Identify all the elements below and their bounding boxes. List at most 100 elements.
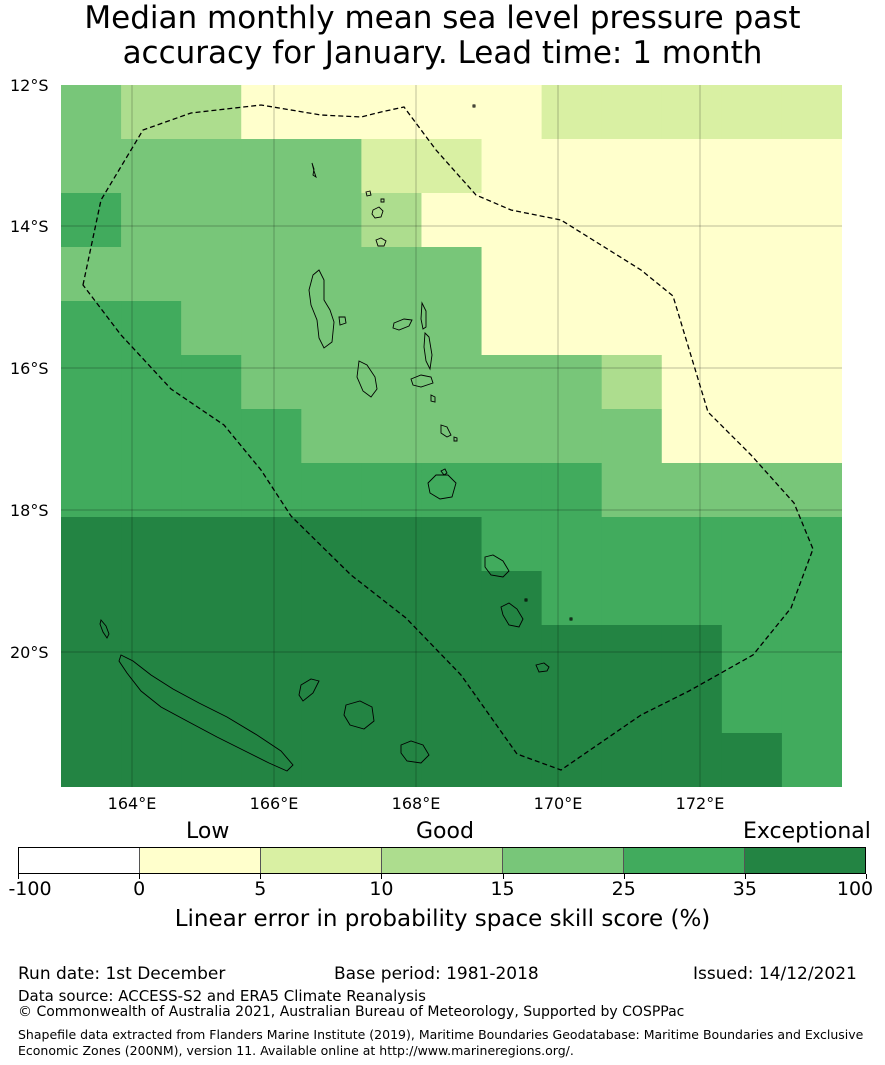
- map-title-line-1: Median monthly mean sea level pressure p…: [84, 0, 801, 36]
- grid-cell: [481, 85, 543, 140]
- colorbar-segment: [382, 848, 503, 873]
- grid-cell: [601, 85, 663, 140]
- grid-cell: [181, 355, 242, 410]
- category-good: Good: [416, 819, 474, 844]
- grid-cell: [241, 625, 302, 680]
- grid-cell: [721, 193, 783, 248]
- grid-cell: [721, 301, 783, 356]
- grid-cell: [541, 85, 603, 140]
- colorbar-tick-mark: [18, 874, 19, 879]
- grid-cell: [481, 301, 543, 356]
- grid-cell: [481, 247, 543, 302]
- grid-cell: [61, 247, 122, 302]
- grid-cell: [481, 355, 543, 410]
- grid-cell: [421, 85, 483, 140]
- island-futuna: [569, 617, 573, 621]
- grid-cell: [541, 463, 603, 518]
- grid-cell: [721, 679, 783, 734]
- grid-cell: [601, 679, 663, 734]
- grid-cell: [601, 139, 663, 194]
- island-torres: [311, 162, 317, 179]
- grid-cell: [121, 85, 182, 140]
- grid-cell: [361, 733, 423, 787]
- lon-label-164e: 164°E: [107, 794, 157, 813]
- grid-cell: [601, 517, 663, 572]
- grid-cell: [661, 679, 723, 734]
- grid-cell: [301, 301, 362, 356]
- lat-label-14s: 14°S: [10, 217, 49, 236]
- grid-cell: [541, 679, 603, 734]
- grid-cell: [481, 517, 543, 572]
- grid-cell: [61, 733, 122, 787]
- grid-cell: [241, 733, 302, 787]
- grid-cell: [601, 355, 663, 410]
- grid-cell: [421, 355, 483, 410]
- island-mare: [400, 740, 430, 764]
- grid-cell: [61, 409, 122, 464]
- grid-cell: [61, 463, 122, 518]
- grid-cell: [601, 193, 663, 248]
- lat-label-20s: 20°S: [10, 643, 49, 662]
- colorbar-tick-label: -100: [8, 878, 52, 900]
- grid-cell: [781, 517, 842, 572]
- grid-cell: [301, 571, 362, 626]
- grid-cell: [781, 247, 842, 302]
- grid-cell: [61, 625, 122, 680]
- grid-cell: [541, 139, 603, 194]
- grid-cell: [541, 517, 603, 572]
- lat-label-18s: 18°S: [10, 501, 49, 520]
- grid-cell: [781, 679, 842, 734]
- grid-cell: [361, 409, 423, 464]
- grid-cell: [661, 517, 723, 572]
- grid-cell: [601, 733, 663, 787]
- grid-cell: [721, 85, 783, 140]
- grid-cell: [661, 625, 723, 680]
- island-aniwa: [524, 598, 528, 602]
- island-banks-1: [365, 190, 372, 197]
- grid-cell: [781, 85, 842, 140]
- grid-cell: [601, 463, 663, 518]
- grid-cell: [541, 247, 603, 302]
- grid-cell: [301, 247, 362, 302]
- lat-label-16s: 16°S: [10, 359, 49, 378]
- colorbar-segment: [261, 848, 382, 873]
- grid-cell: [121, 301, 182, 356]
- grid-cell: [121, 625, 182, 680]
- grid-cell: [181, 85, 242, 140]
- grid-cell: [361, 301, 423, 356]
- grid-cell: [361, 247, 423, 302]
- grid-cell: [61, 193, 122, 248]
- eez-boundary-line: [82, 104, 814, 771]
- grid-cell: [361, 139, 423, 194]
- grid-cell: [361, 517, 423, 572]
- grid-cell: [61, 571, 122, 626]
- grid-cell: [541, 409, 603, 464]
- colorbar: [18, 847, 866, 874]
- island-aneityum: [535, 662, 550, 673]
- grid-cell: [781, 463, 842, 518]
- grid-cell: [121, 247, 182, 302]
- grid-cell: [121, 463, 182, 518]
- grid-cell: [781, 355, 842, 410]
- grid-cell: [61, 517, 122, 572]
- grid-cell: [541, 625, 603, 680]
- grid-cell: [241, 679, 302, 734]
- grid-cell: [481, 193, 543, 248]
- island-ouvea: [298, 678, 320, 702]
- grid-cell: [481, 625, 543, 680]
- grid-cell: [661, 409, 723, 464]
- category-exceptional: Exceptional: [743, 819, 871, 844]
- category-low: Low: [186, 819, 230, 844]
- grid-cell: [601, 571, 663, 626]
- grid-cell: [781, 571, 842, 626]
- grid-cell: [541, 355, 603, 410]
- island-erromango: [484, 554, 510, 578]
- colorbar-segment: [19, 848, 140, 873]
- grid-cell: [541, 193, 603, 248]
- base-period: Base period: 1981-2018: [334, 964, 539, 984]
- grid-cell: [601, 247, 663, 302]
- colorbar-label: Linear error in probability space skill …: [174, 906, 711, 932]
- lon-label-172e: 172°E: [675, 794, 725, 813]
- map-canvas: [61, 85, 842, 787]
- grid-cell: [421, 571, 483, 626]
